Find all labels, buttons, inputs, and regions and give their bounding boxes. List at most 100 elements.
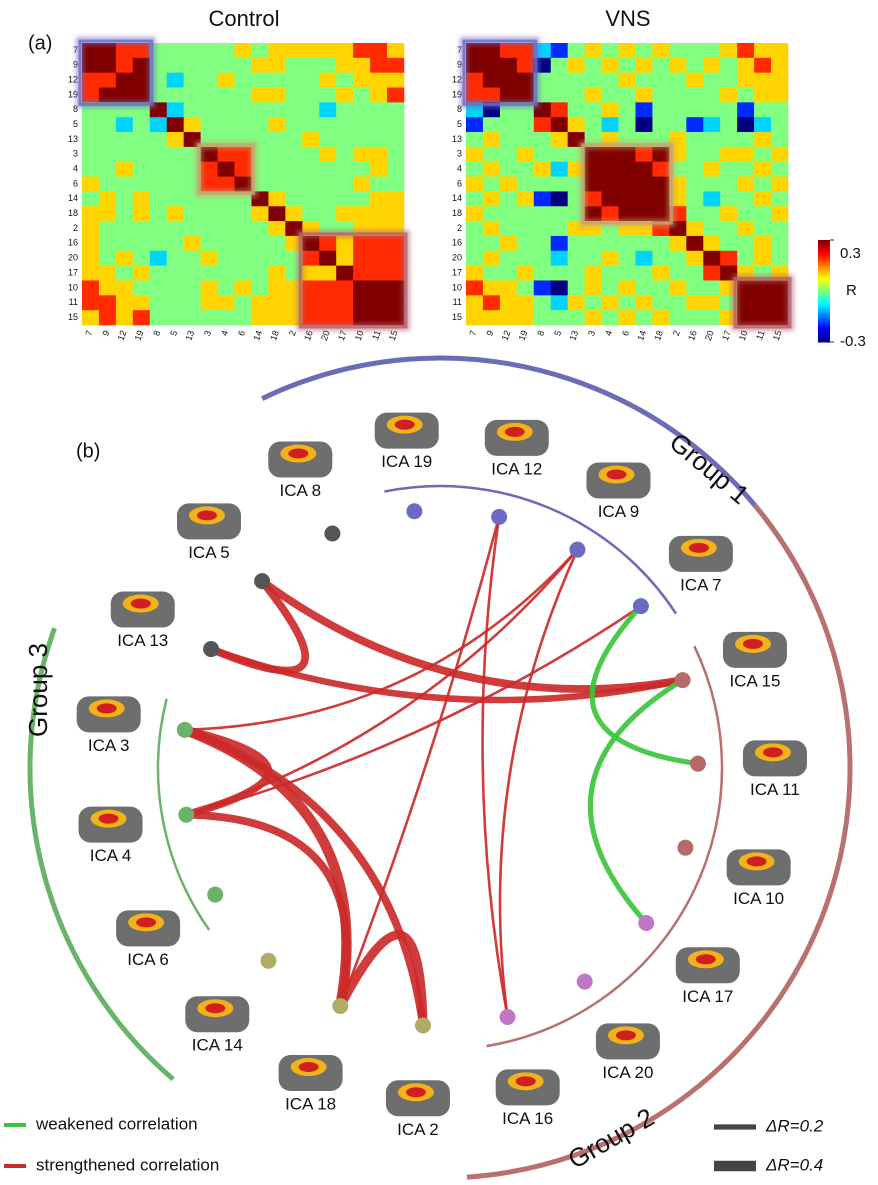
heatmap-cell bbox=[703, 102, 720, 117]
heatmap-cell bbox=[133, 117, 150, 132]
heatmap-cell bbox=[652, 73, 669, 88]
heatmap-cell bbox=[703, 73, 720, 88]
heatmap-cell bbox=[551, 88, 568, 103]
heatmap-cell bbox=[602, 58, 619, 73]
node-label: ICA 10 bbox=[733, 889, 784, 908]
heatmap-cell bbox=[635, 236, 652, 251]
heatmap-cell bbox=[754, 206, 771, 221]
heatmap-cell bbox=[652, 147, 669, 162]
heatmap-cell bbox=[82, 162, 99, 177]
heatmap-cell bbox=[268, 295, 285, 310]
heatmap-cell bbox=[500, 58, 517, 73]
heatmap-cell bbox=[133, 132, 150, 147]
heatmap-cell bbox=[771, 206, 788, 221]
heatmap-cell bbox=[466, 117, 483, 132]
heatmap-cell bbox=[235, 88, 252, 103]
heatmap-cell bbox=[319, 295, 336, 310]
heatmap-cell bbox=[517, 206, 534, 221]
heatmap-cell bbox=[370, 177, 387, 192]
heatmap-cell bbox=[268, 73, 285, 88]
heatmap-cell bbox=[133, 206, 150, 221]
heatmap-cell bbox=[669, 236, 686, 251]
heatmap-cell bbox=[720, 191, 737, 206]
brain-activation-core bbox=[288, 449, 308, 459]
heatmap-cell bbox=[551, 117, 568, 132]
heatmap-cell bbox=[251, 43, 268, 58]
heatmap-cell bbox=[517, 251, 534, 266]
y-tick-label: 13 bbox=[68, 134, 78, 144]
heatmap-cell bbox=[116, 58, 133, 73]
heatmap-cell bbox=[150, 132, 167, 147]
heatmap-cell bbox=[652, 310, 669, 325]
heatmap-cell bbox=[551, 191, 568, 206]
heatmap-cell bbox=[285, 58, 302, 73]
x-tick-label: 6 bbox=[620, 329, 631, 337]
heatmap-cell bbox=[370, 102, 387, 117]
x-tick-label: 7 bbox=[83, 329, 94, 337]
heatmap-cell bbox=[184, 58, 201, 73]
heatmap-cell bbox=[370, 132, 387, 147]
heatmap-cell bbox=[720, 177, 737, 192]
heatmap-cell bbox=[652, 280, 669, 295]
heatmap-cell bbox=[534, 206, 551, 221]
heatmap-cell bbox=[602, 191, 619, 206]
heatmap-cell bbox=[500, 162, 517, 177]
heatmap-cell bbox=[82, 177, 99, 192]
heatmap-cell bbox=[150, 251, 167, 266]
node-label: ICA 9 bbox=[598, 502, 640, 521]
heatmap-cell bbox=[150, 236, 167, 251]
heatmap-cell bbox=[268, 206, 285, 221]
brain-activation-core bbox=[395, 420, 415, 430]
heatmap-cell bbox=[686, 206, 703, 221]
heatmap-cell bbox=[218, 266, 235, 281]
x-tick-label: 5 bbox=[552, 329, 563, 337]
heatmap-cell bbox=[133, 58, 150, 73]
node-label: ICA 18 bbox=[285, 1094, 336, 1113]
heatmap-cell bbox=[133, 162, 150, 177]
brain-activation-core bbox=[299, 1062, 319, 1072]
heatmap-cell bbox=[466, 280, 483, 295]
heatmap-cell bbox=[720, 236, 737, 251]
heatmap-cell bbox=[167, 117, 184, 132]
heatmap-cell bbox=[483, 117, 500, 132]
heatmap-cell bbox=[585, 280, 602, 295]
heatmap-cell bbox=[235, 147, 252, 162]
heatmap-cell bbox=[167, 73, 184, 88]
heatmap-cell bbox=[652, 88, 669, 103]
heatmap-cell bbox=[466, 295, 483, 310]
heatmap-cell bbox=[82, 147, 99, 162]
y-tick-label: 15 bbox=[452, 312, 462, 322]
heatmap-cell bbox=[82, 117, 99, 132]
heatmap-cell bbox=[466, 251, 483, 266]
heatmap-cell bbox=[116, 266, 133, 281]
heatmap-cell bbox=[167, 266, 184, 281]
heatmap-cell bbox=[319, 280, 336, 295]
heatmap-cell bbox=[370, 280, 387, 295]
brain-map bbox=[485, 420, 549, 456]
heatmap-cell bbox=[737, 43, 754, 58]
heatmap-cell bbox=[686, 88, 703, 103]
heatmap-cell bbox=[466, 221, 483, 236]
heatmap-cell bbox=[167, 206, 184, 221]
heatmap-cell bbox=[720, 58, 737, 73]
heatmap-cell bbox=[302, 280, 319, 295]
heatmap-cell bbox=[771, 191, 788, 206]
heatmap-cell bbox=[754, 58, 771, 73]
heatmap-cell bbox=[387, 266, 404, 281]
heatmap-cell bbox=[82, 280, 99, 295]
heatmap-cell bbox=[116, 206, 133, 221]
heatmap-cell bbox=[218, 43, 235, 58]
heatmap-cell bbox=[585, 162, 602, 177]
heatmap-cell bbox=[133, 266, 150, 281]
heatmap-cell bbox=[150, 117, 167, 132]
heatmap-cell bbox=[771, 88, 788, 103]
heatmap-cell bbox=[669, 58, 686, 73]
heatmap-cell bbox=[285, 147, 302, 162]
heatmap-cell bbox=[116, 43, 133, 58]
heatmap-cell bbox=[302, 295, 319, 310]
heatmap-cell bbox=[82, 43, 99, 58]
heatmap-cell bbox=[534, 162, 551, 177]
heatmap-cell bbox=[517, 295, 534, 310]
node bbox=[254, 573, 270, 589]
heatmap-cell bbox=[635, 295, 652, 310]
